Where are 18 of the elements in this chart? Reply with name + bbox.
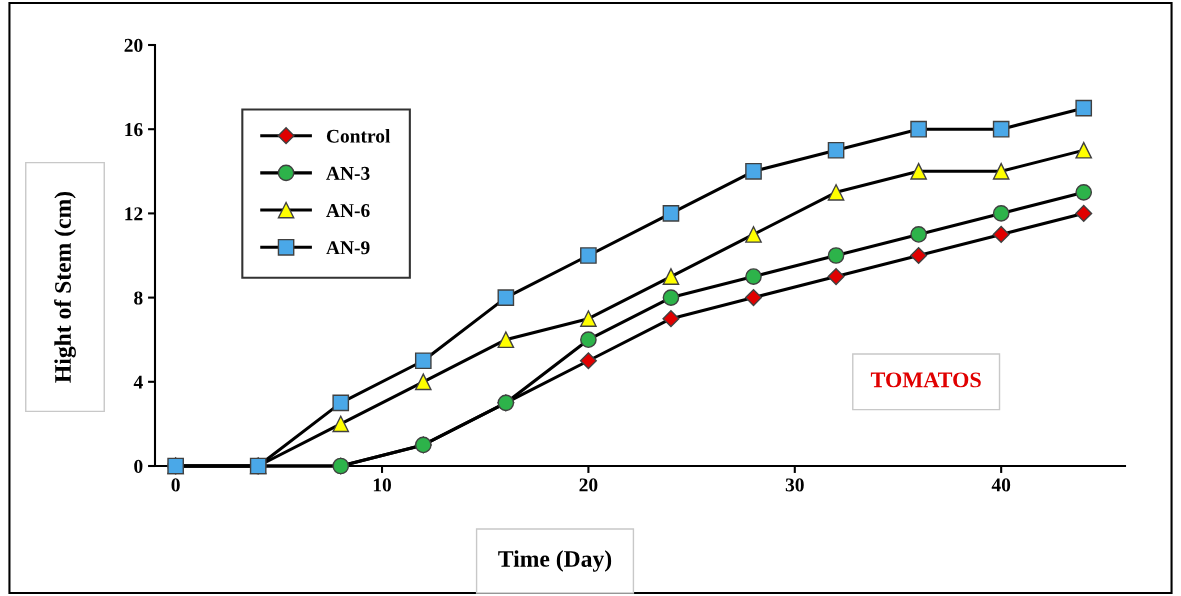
y-tick-label: 12	[125, 207, 143, 221]
x-axis-title: Time (Day)	[498, 550, 612, 572]
legend-label: AN-6	[326, 204, 370, 218]
y-tick-label: 20	[124, 38, 143, 52]
y-tick-label: 8	[134, 291, 143, 305]
x-tick-label: 0	[171, 478, 180, 492]
x-tick-label: 10	[373, 478, 391, 492]
annotation: TOMATOS	[870, 372, 981, 388]
legend-label: AN-9	[326, 241, 370, 255]
x-tick-label: 30	[785, 478, 804, 492]
y-tick-label: 4	[133, 375, 143, 389]
x-tick-label: 20	[579, 478, 598, 492]
y-axis-title: Hight of Stem (cm)	[54, 191, 76, 383]
legend-label: AN-3	[326, 166, 370, 180]
legend-label: Control	[326, 129, 391, 143]
y-tick-label: 0	[134, 459, 143, 473]
y-tick-label: 16	[125, 123, 143, 137]
x-tick-label: 40	[991, 478, 1011, 492]
